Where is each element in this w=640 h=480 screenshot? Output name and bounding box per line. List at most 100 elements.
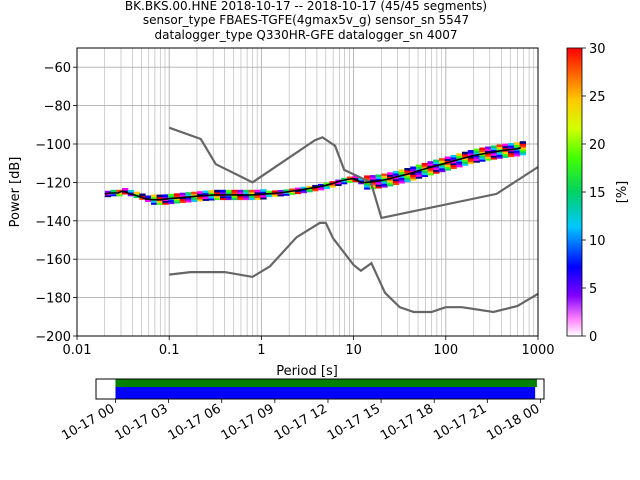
- pdf-cell: [421, 168, 428, 172]
- pdf-cell: [323, 186, 330, 190]
- median-curve: [104, 147, 522, 201]
- pdf-cell: [404, 171, 411, 175]
- x-tick-label: 100: [433, 343, 458, 358]
- pdf-cell: [502, 145, 509, 149]
- pdf-cell: [202, 192, 209, 196]
- pdf-cell: [375, 176, 382, 179]
- pdf-cell: [300, 190, 307, 194]
- pdf-cell: [450, 160, 457, 164]
- pdf-cell: [341, 179, 348, 183]
- pdf-cell: [364, 175, 371, 178]
- pdf-cell: [439, 161, 446, 165]
- pdf-cell: [450, 162, 457, 166]
- pdf-cell: [104, 190, 112, 194]
- pdf-cell: [168, 199, 175, 203]
- pdf-cell: [243, 195, 250, 199]
- title-line-3: datalogger_type Q330HR-GFE datalogger_sn…: [155, 28, 458, 42]
- pdf-cell: [202, 198, 209, 201]
- noise-model-line: [168, 126, 539, 220]
- pdf-cell: [479, 149, 486, 153]
- pdf-cell: [237, 195, 244, 199]
- pdf-cell: [358, 179, 365, 183]
- pdf-cell: [496, 144, 503, 148]
- pdf-cell: [415, 174, 423, 177]
- pdf-cell: [185, 192, 192, 195]
- pdf-cell: [381, 183, 388, 186]
- pdf-cell: [254, 191, 261, 195]
- pdf-cell: [392, 180, 400, 184]
- pdf-cell: [398, 173, 405, 176]
- pdf-cell: [513, 142, 521, 145]
- pdf-cell: [381, 185, 388, 188]
- pdf-cell: [375, 185, 382, 189]
- pdf-cell: [168, 193, 175, 197]
- pdf-cell: [220, 189, 227, 193]
- pdf-cell: [133, 193, 140, 197]
- pdf-cell: [508, 150, 515, 154]
- pdf-cell: [485, 150, 492, 153]
- pdf-cell: [392, 174, 400, 178]
- pdf-cell: [294, 191, 302, 195]
- pdf-cell: [462, 155, 469, 159]
- pdf-cell: [208, 197, 215, 201]
- pdf-cell: [508, 146, 515, 150]
- pdf-cell: [444, 168, 451, 171]
- pdf-cell: [318, 187, 325, 191]
- pdf-cell: [519, 147, 526, 150]
- pdf-cell: [369, 175, 377, 178]
- pdf-cell: [496, 152, 503, 155]
- pdf-cell: [283, 193, 290, 196]
- pdf-cell: [439, 167, 446, 171]
- pdf-cell: [260, 196, 267, 200]
- pdf-cell: [145, 195, 152, 199]
- pdf-cell: [266, 194, 273, 198]
- pdf-cell: [168, 195, 175, 199]
- pdf-cell: [139, 193, 146, 197]
- pdf-cell: [398, 169, 405, 172]
- pdf-cell: [467, 155, 475, 159]
- pdf-cell: [202, 196, 209, 199]
- pdf-cell: [450, 164, 457, 168]
- pdf-cell: [479, 151, 486, 154]
- pdf-cell: [110, 193, 117, 197]
- pdf-cell: [410, 168, 417, 171]
- pdf-cell: [450, 154, 457, 158]
- pdf-cell: [289, 188, 296, 192]
- pdf-cell: [214, 195, 221, 199]
- pdf-cell: [398, 179, 405, 182]
- pdf-cell: [191, 199, 198, 202]
- pdf-cell: [404, 168, 411, 171]
- pdf-cell: [156, 194, 163, 198]
- pdf-cell: [473, 158, 480, 161]
- pdf-cell: [479, 159, 486, 162]
- pdf-cell: [444, 158, 451, 161]
- pdf-cell: [329, 185, 336, 188]
- colorbar-tick-label: 25: [589, 90, 606, 105]
- pdf-histogram: [104, 141, 526, 205]
- pdf-cell: [502, 147, 509, 151]
- pdf-cell: [456, 164, 463, 168]
- y-tick-label: −120: [35, 176, 71, 191]
- pdf-cell: [473, 152, 480, 155]
- pdf-cell: [415, 166, 423, 170]
- pdf-cell: [398, 180, 405, 184]
- pdf-cell: [439, 165, 446, 169]
- pdf-cell: [381, 173, 388, 177]
- colorbar-tick-label: 20: [589, 138, 606, 153]
- pdf-cell: [150, 202, 158, 205]
- pdf-cell: [300, 186, 307, 190]
- pdf-cell: [277, 190, 284, 193]
- pdf-cell: [225, 197, 233, 201]
- figure-title: BK.BKS.00.HNE 2018-10-17 -- 2018-10-17 (…: [125, 0, 487, 42]
- pdf-cell: [248, 189, 256, 193]
- pdf-cell: [433, 165, 440, 168]
- pdf-cell: [508, 143, 515, 146]
- pdf-cell: [173, 195, 181, 198]
- pdf-cell: [197, 193, 204, 196]
- pdf-cell: [439, 163, 446, 167]
- pdf-cell: [225, 189, 233, 193]
- pdf-cell: [185, 194, 192, 197]
- pdf-cell: [462, 159, 469, 162]
- pdf-cell: [467, 153, 475, 157]
- pdf-cell: [392, 176, 400, 180]
